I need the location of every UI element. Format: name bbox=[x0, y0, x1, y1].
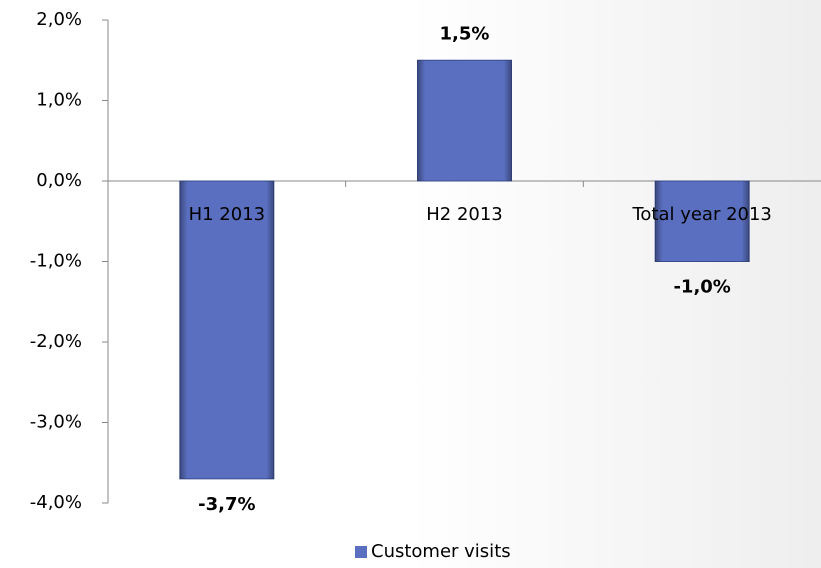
x-tick-label: H2 2013 bbox=[426, 204, 503, 225]
x-tick-label: Total year 2013 bbox=[631, 204, 771, 225]
bar bbox=[417, 59, 512, 182]
y-tick-label: 2,0% bbox=[36, 9, 82, 30]
data-label: 1,5% bbox=[440, 23, 490, 44]
y-tick-label: 1,0% bbox=[36, 90, 82, 111]
legend-swatch bbox=[355, 546, 367, 558]
y-tick-label: -1,0% bbox=[30, 251, 82, 272]
data-label: -3,7% bbox=[198, 494, 255, 515]
data-label: -1,0% bbox=[673, 277, 730, 298]
x-tick-label: H1 2013 bbox=[189, 204, 266, 225]
y-tick-label: -2,0% bbox=[30, 331, 82, 352]
bar bbox=[179, 180, 275, 480]
y-tick-label: 0,0% bbox=[36, 170, 82, 191]
y-tick-label: -4,0% bbox=[30, 492, 82, 513]
y-tick-label: -3,0% bbox=[30, 412, 82, 433]
legend-label: Customer visits bbox=[371, 541, 511, 562]
